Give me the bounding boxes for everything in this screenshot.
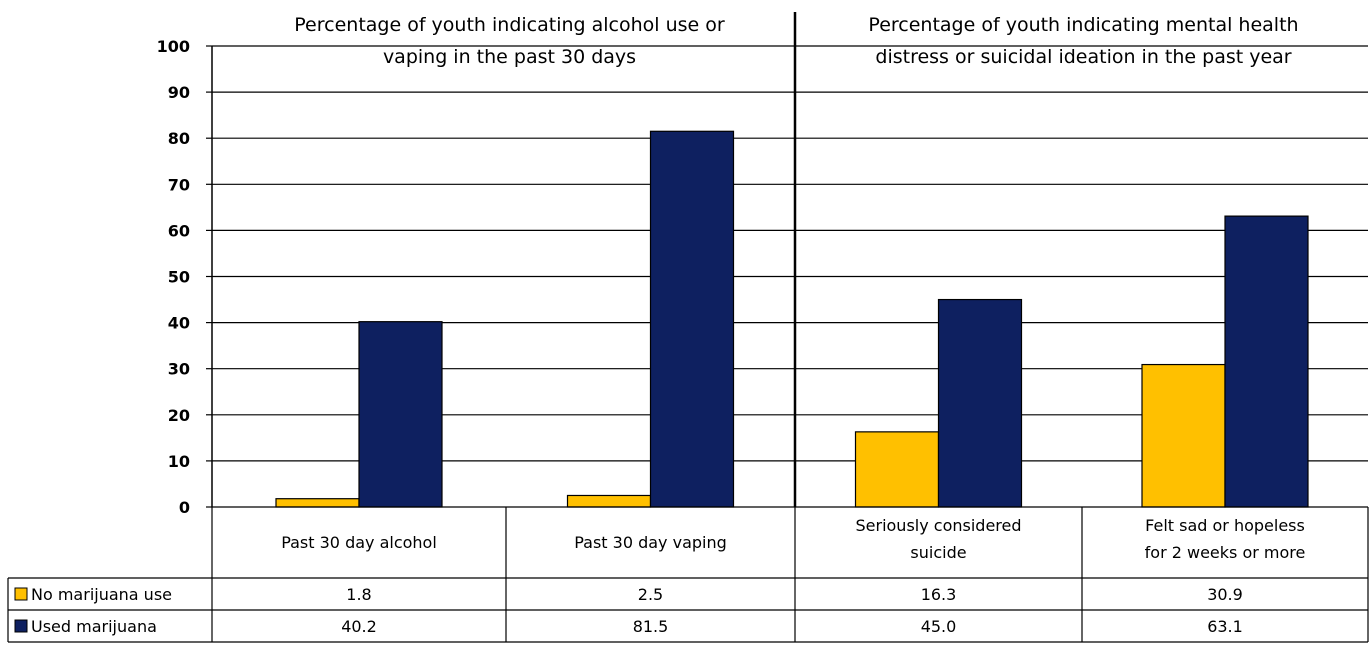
legend-swatch bbox=[14, 587, 28, 601]
y-tick-label: 20 bbox=[168, 406, 190, 425]
category-label: suicide bbox=[910, 543, 966, 562]
data-value: 40.2 bbox=[341, 617, 377, 636]
bar-used-marijuana bbox=[1224, 215, 1309, 508]
panel-title: Percentage of youth indicating alcohol u… bbox=[294, 14, 725, 36]
category-label: Past 30 day alcohol bbox=[281, 533, 437, 552]
data-value: 45.0 bbox=[921, 617, 957, 636]
y-tick-label: 70 bbox=[168, 175, 190, 194]
bar-no-marijuana-use bbox=[1141, 363, 1226, 508]
panel-title: Percentage of youth indicating mental he… bbox=[868, 14, 1298, 36]
category-label: Felt sad or hopeless bbox=[1145, 516, 1305, 535]
legend-label: Used marijuana bbox=[31, 617, 157, 636]
bar-no-marijuana-use bbox=[566, 494, 652, 508]
bar-no-marijuana-use bbox=[854, 431, 940, 508]
panel-titles: Percentage of youth indicating alcohol u… bbox=[294, 14, 1298, 68]
category-label: for 2 weeks or more bbox=[1145, 543, 1306, 562]
y-tick-label: 10 bbox=[168, 452, 190, 471]
y-tick-label: 30 bbox=[168, 360, 190, 379]
data-value: 63.1 bbox=[1207, 617, 1243, 636]
bars bbox=[275, 130, 1309, 508]
data-value: 30.9 bbox=[1207, 585, 1243, 604]
category-label: Past 30 day vaping bbox=[574, 533, 727, 552]
legend-label: No marijuana use bbox=[31, 585, 172, 604]
data-table: Past 30 day alcohol Past 30 day vaping Ser… bbox=[7, 506, 1369, 643]
data-value: 1.8 bbox=[346, 585, 371, 604]
category-label: Seriously considered bbox=[855, 516, 1021, 535]
panel-title: distress or suicidal ideation in the pas… bbox=[875, 46, 1291, 68]
data-value: 16.3 bbox=[921, 585, 957, 604]
y-axis: 0 10 20 30 40 50 60 70 80 90 100 bbox=[157, 12, 797, 517]
legend-swatch bbox=[14, 619, 28, 633]
y-tick-label: 90 bbox=[168, 83, 190, 102]
y-tick-label: 0 bbox=[179, 498, 190, 517]
data-value: 2.5 bbox=[638, 585, 663, 604]
bar-no-marijuana-use bbox=[275, 498, 360, 508]
y-tick-label: 100 bbox=[157, 37, 190, 56]
y-tick-label: 50 bbox=[168, 268, 190, 287]
data-value: 81.5 bbox=[633, 617, 669, 636]
y-tick-label: 80 bbox=[168, 129, 190, 148]
y-tick-label: 60 bbox=[168, 221, 190, 240]
panel-title: vaping in the past 30 days bbox=[383, 46, 636, 68]
y-tick-label: 40 bbox=[168, 314, 190, 333]
bar-used-marijuana bbox=[649, 130, 735, 508]
bar-used-marijuana bbox=[937, 298, 1023, 508]
bar-used-marijuana bbox=[358, 321, 443, 508]
